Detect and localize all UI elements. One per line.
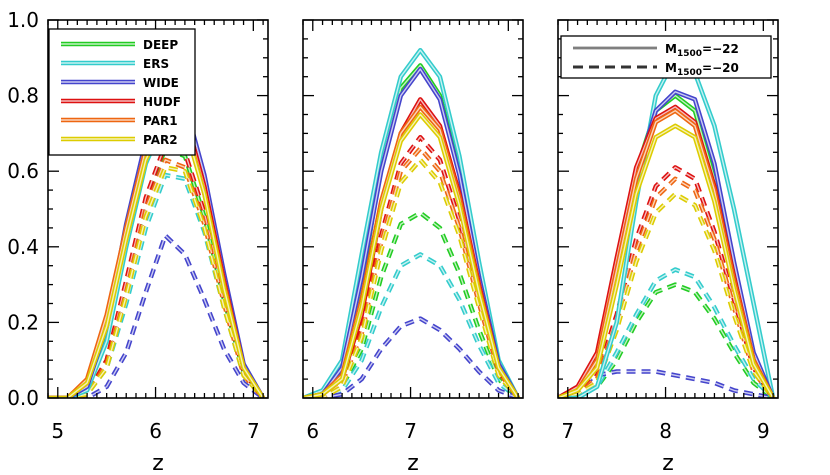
legend-label: ERS xyxy=(143,57,169,71)
series-line-wide-dashed xyxy=(558,369,774,398)
x-tick-label: 8 xyxy=(502,419,515,443)
panel-2: 6 7 8 z xyxy=(302,19,524,475)
legend-label: WIDE xyxy=(143,76,179,90)
x-tick-label: 5 xyxy=(51,419,64,443)
x-tick-label: 6 xyxy=(306,419,319,443)
legend-surveys: DEEP ERS WIDE HUDF PAR1 PAR2 xyxy=(48,28,196,156)
y-tick-label: 0.6 xyxy=(7,159,39,183)
x-tick-label: 7 xyxy=(404,419,417,443)
y-tick-label: 0.4 xyxy=(7,235,39,259)
legend-label: M1500=−22 xyxy=(665,42,739,59)
legend-entry-deep: DEEP xyxy=(61,38,178,52)
x-tick-label: 9 xyxy=(757,419,770,443)
series-line-par1-dashed xyxy=(303,146,520,398)
legend-label: DEEP xyxy=(143,38,178,52)
legend-entry-dashed: M1500=−20 xyxy=(573,61,739,78)
series-line-ers-solid xyxy=(558,55,776,398)
x-tick-label: 7 xyxy=(247,419,260,443)
x-tick-label: 8 xyxy=(659,419,672,443)
panel-1: 5 6 7 1.0 0.8 0.6 0.4 0.2 0.0 z DEEP ERS WIDE HUDF PAR… xyxy=(7,8,269,475)
legend-entry-par2: PAR2 xyxy=(61,133,178,147)
legend-entry-hudf: HUDF xyxy=(61,95,181,109)
series-line-deep-solid xyxy=(48,112,265,398)
series-line-par1-solid xyxy=(558,108,776,398)
legend-box xyxy=(48,28,196,156)
series-group xyxy=(558,55,776,398)
x-tick-label: 6 xyxy=(149,419,162,443)
legend-box xyxy=(560,35,772,79)
legend-magnitudes: M1500=−22 M1500=−20 xyxy=(560,35,772,79)
legend-entry-solid: M1500=−22 xyxy=(573,42,739,59)
series-line-ers-solid xyxy=(303,47,521,398)
series-line-hudf-solid xyxy=(303,97,520,398)
x-tick-label: 7 xyxy=(561,419,574,443)
y-tick-label: 0.8 xyxy=(7,84,39,108)
series-line-par2-dashed xyxy=(303,157,520,398)
x-axis-label: z xyxy=(407,451,419,475)
legend-label: PAR2 xyxy=(143,133,178,147)
series-group xyxy=(303,47,521,398)
series-line-par2-solid xyxy=(558,123,776,398)
y-tick-label: 0.0 xyxy=(7,386,39,410)
series-line-par2-dashed xyxy=(558,191,775,398)
series-line-ers-dashed xyxy=(48,172,265,398)
panel-3: 7 8 9 z M1500=−22 M1500=−20 xyxy=(557,19,779,475)
x-axis-label: z xyxy=(662,451,674,475)
legend-entry-wide: WIDE xyxy=(61,76,179,90)
legend-entry-ers: ERS xyxy=(61,57,169,71)
legend-entry-par1: PAR1 xyxy=(61,114,178,128)
series-line-hudf-dashed xyxy=(558,165,775,398)
y-tick-label: 1.0 xyxy=(7,8,39,32)
x-axis-label: z xyxy=(152,451,164,475)
series-line-hudf-dashed xyxy=(303,134,520,398)
series-line-ers-dashed xyxy=(303,252,520,398)
series-line-wide-dashed xyxy=(303,316,519,398)
series-line-wide-dashed xyxy=(48,233,265,398)
legend-label: PAR1 xyxy=(143,114,178,128)
y-tick-label: 0.2 xyxy=(7,310,39,334)
series-line-par2-dashed xyxy=(48,165,265,398)
series-line-par2-solid xyxy=(303,112,520,398)
legend-label: HUDF xyxy=(143,95,181,109)
legend-label: M1500=−20 xyxy=(665,61,739,78)
